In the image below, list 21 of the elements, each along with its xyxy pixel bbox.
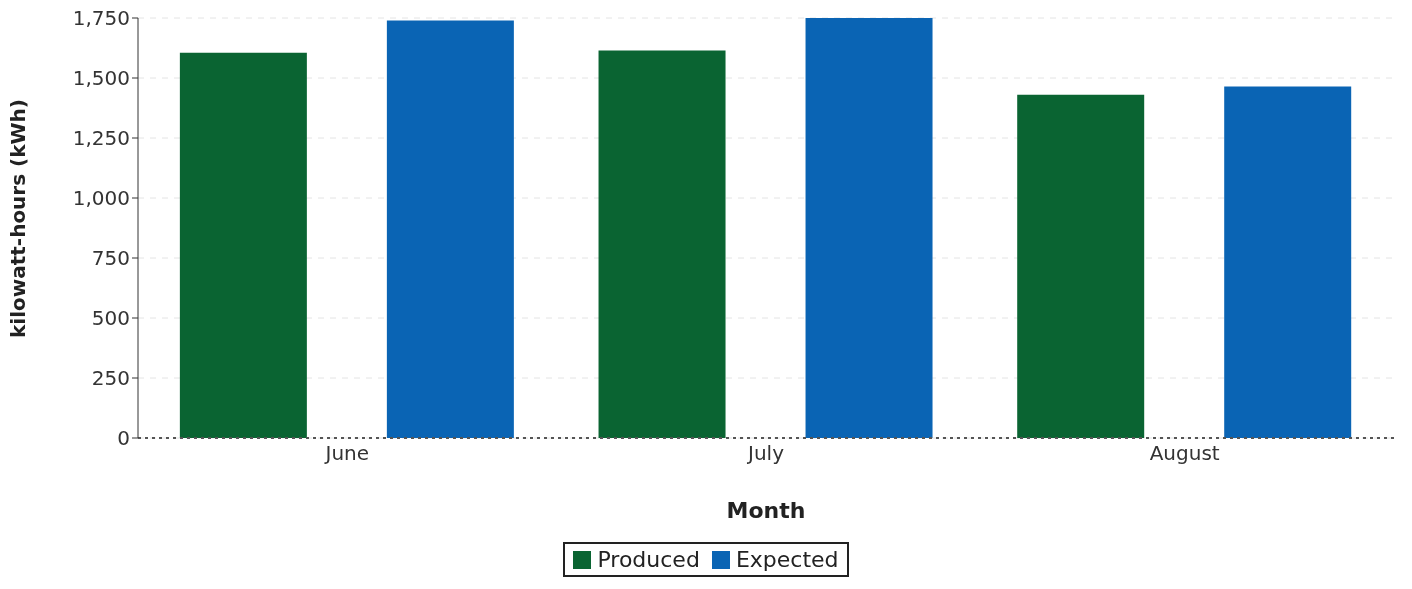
bar — [179, 52, 307, 438]
x-tick-label: August — [1149, 441, 1220, 466]
bar — [598, 50, 726, 438]
y-tick-label: 0 — [117, 426, 130, 451]
bar — [1017, 94, 1145, 438]
y-tick-label: 250 — [91, 366, 130, 391]
x-tick-label: June — [323, 441, 370, 466]
y-tick-label: 500 — [91, 306, 130, 331]
y-tick-label: 1,750 — [72, 6, 130, 31]
y-tick-label: 1,250 — [72, 126, 130, 151]
y-tick-label: 1,000 — [72, 186, 130, 211]
y-tick-label: 750 — [91, 246, 130, 271]
legend-label: Produced — [596, 547, 700, 572]
bar — [805, 18, 933, 438]
y-tick-label: 1,500 — [72, 66, 130, 91]
y-axis-title: kilowatt-hours (kWh) — [6, 99, 31, 338]
legend-label: Expected — [734, 547, 839, 572]
bar — [386, 20, 514, 438]
x-tick-label: July — [746, 441, 785, 466]
bar — [1224, 86, 1352, 438]
x-axis-title: Month — [726, 498, 806, 523]
